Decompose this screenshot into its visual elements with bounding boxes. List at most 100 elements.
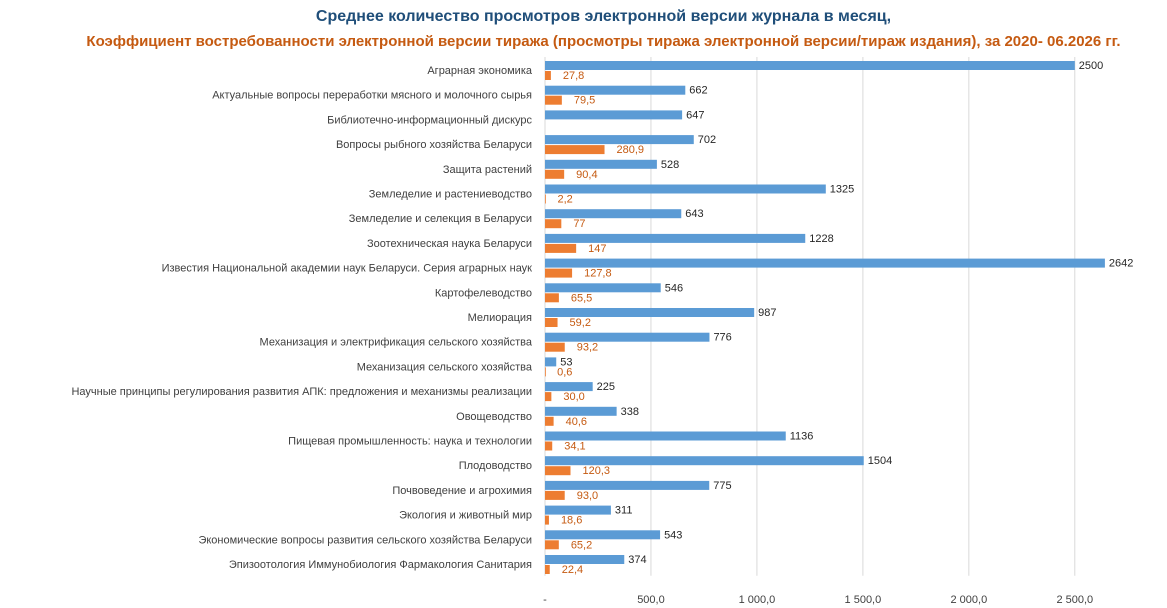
category-label: Мелиорация: [468, 312, 532, 324]
coefficient-bar: [545, 392, 552, 402]
coefficient-bar: [545, 71, 551, 80]
coefficient-value-label: 34,1: [564, 441, 585, 453]
coefficient-value-label: 93,2: [577, 342, 598, 354]
views-value-label: 662: [689, 85, 707, 97]
coefficient-value-label: 93,0: [577, 490, 598, 502]
views-bar: [545, 530, 661, 540]
coefficient-value-label: 22,4: [562, 564, 583, 576]
coefficient-bar: [545, 416, 554, 426]
views-bar: [545, 110, 683, 120]
chart-subtitle: Коэффициент востребованности электронной…: [86, 33, 1121, 50]
x-tick-label: 2 500,0: [1056, 594, 1093, 606]
category-label: Зоотехническая наука Беларуси: [367, 238, 532, 250]
coefficient-value-label: 77: [573, 218, 585, 230]
coefficient-bar: [545, 219, 562, 229]
category-label: Овощеводство: [456, 411, 532, 423]
views-bar: [545, 456, 864, 466]
views-value-label: 2500: [1079, 60, 1103, 72]
views-bar: [545, 431, 786, 441]
views-value-label: 987: [758, 307, 776, 319]
views-value-label: 1228: [809, 233, 833, 245]
views-bar: [545, 209, 682, 219]
views-bar: [545, 135, 694, 145]
category-label: Картофелеводство: [435, 287, 532, 299]
coefficient-value-label: 127,8: [584, 268, 612, 280]
views-bar: [545, 159, 657, 169]
coefficient-value-label: 65,5: [571, 292, 592, 304]
coefficient-value-label: 120,3: [582, 465, 610, 477]
views-bar: [545, 85, 686, 95]
views-value-label: 543: [664, 529, 682, 541]
coefficient-value-label: 280,9: [617, 144, 645, 156]
category-label: Экономические вопросы развития сельского…: [198, 534, 532, 546]
x-tick-label: 2 000,0: [950, 594, 987, 606]
views-value-label: 374: [628, 554, 646, 566]
coefficient-bar: [545, 318, 558, 327]
views-bar: [545, 406, 617, 416]
views-value-label: 702: [698, 134, 716, 146]
category-label: Вопросы рыбного хозяйства Беларуси: [336, 139, 532, 151]
coefficient-bar: [545, 515, 549, 525]
views-value-label: 776: [713, 332, 731, 344]
category-label: Аграрная экономика: [427, 65, 533, 77]
coefficient-value-label: 65,2: [571, 539, 592, 551]
category-label: Пищевая промышленность: наука и технолог…: [288, 436, 532, 448]
views-value-label: 528: [661, 159, 679, 171]
views-value-label: 1325: [830, 184, 854, 196]
views-bar: [545, 258, 1105, 268]
views-bar: [545, 184, 826, 194]
category-label: Экология и животный мир: [399, 510, 532, 522]
category-label: Актуальные вопросы переработки мясного и…: [212, 90, 532, 102]
coefficient-bar: [545, 169, 565, 179]
views-value-label: 647: [686, 109, 704, 121]
coefficient-bar: [545, 145, 605, 155]
coefficient-bar: [545, 490, 565, 500]
x-tick-label: -: [543, 594, 547, 606]
views-value-label: 225: [597, 381, 615, 393]
coefficient-bar: [545, 194, 546, 204]
views-value-label: 1504: [868, 455, 892, 467]
views-value-label: 1136: [790, 431, 814, 443]
x-tick-label: 500,0: [637, 594, 665, 606]
category-label: Библиотечно-информационный дискурс: [327, 114, 532, 126]
views-bar: [545, 382, 593, 392]
category-label: Механизация сельского хозяйства: [357, 361, 533, 373]
views-bar: [545, 61, 1075, 70]
category-label: Земледелие и растениеводство: [369, 189, 532, 201]
coefficient-value-label: 79,5: [574, 95, 595, 107]
coefficient-bar: [545, 268, 573, 278]
coefficient-bar: [545, 565, 550, 574]
views-bar: [545, 308, 755, 317]
views-bar: [545, 555, 625, 564]
x-tick-label: 1 000,0: [739, 594, 776, 606]
coefficient-value-label: 147: [588, 243, 606, 255]
category-label: Плодоводство: [459, 460, 532, 472]
category-label: Защита растений: [443, 164, 532, 176]
coefficient-bar: [545, 441, 553, 451]
category-label: Научные принципы регулирования развития …: [71, 386, 532, 398]
views-value-label: 311: [615, 505, 633, 517]
coefficient-bar: [545, 466, 571, 476]
views-bar: [545, 505, 611, 515]
coefficient-bar: [545, 243, 577, 253]
coefficient-value-label: 18,6: [561, 515, 582, 527]
x-tick-label: 1 500,0: [845, 594, 882, 606]
category-label: Известия Национальной академии наук Бела…: [162, 263, 533, 275]
views-bar: [545, 357, 557, 367]
category-label: Земледелие и селекция в Беларуси: [349, 213, 532, 225]
views-value-label: 2642: [1109, 258, 1133, 270]
coefficient-value-label: 2,2: [557, 194, 572, 206]
coefficient-value-label: 59,2: [570, 317, 591, 329]
views-value-label: 775: [713, 480, 731, 492]
views-value-label: 53: [560, 356, 572, 368]
views-bar: [545, 332, 710, 342]
category-label: Почвоведение и агрохимия: [392, 485, 532, 497]
category-label: Эпизоотология Иммунобиология Фармакологи…: [229, 559, 532, 571]
category-label: Механизация и электрификация сельского х…: [260, 337, 533, 349]
coefficient-value-label: 27,8: [563, 70, 584, 82]
views-value-label: 338: [621, 406, 639, 418]
views-bar: [545, 283, 661, 293]
coefficient-bar: [545, 367, 546, 377]
